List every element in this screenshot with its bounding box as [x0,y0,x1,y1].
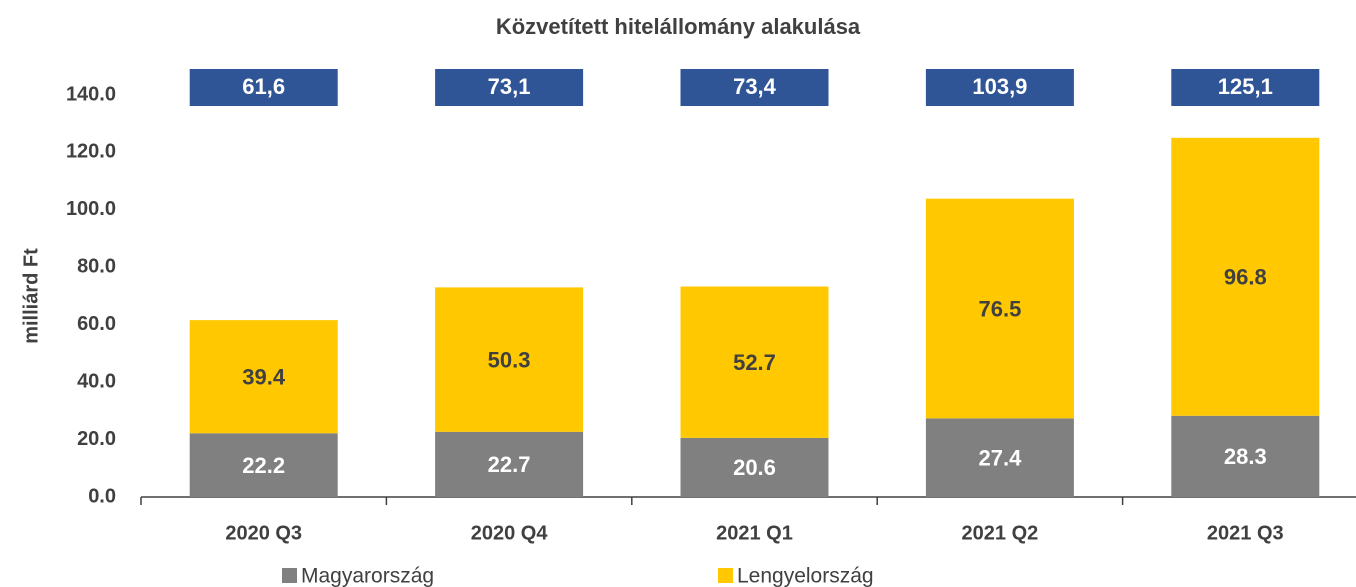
x-tick-label: 2020 Q3 [225,522,302,544]
y-tick-label: 100.0 [66,198,116,220]
total-box [1171,69,1320,106]
bar-segment [189,433,338,497]
bar-segment [925,418,1074,497]
data-label: 76.5 [978,296,1021,321]
bar-segment [925,198,1074,419]
total-box [925,69,1074,106]
y-tick-label: 80.0 [77,256,116,278]
legend-label: Lengyelország [737,565,874,587]
legend-swatch [282,568,297,583]
total-label: 125,1 [1218,74,1273,99]
data-label: 27.4 [978,445,1022,470]
y-tick-label: 60.0 [77,313,116,335]
y-tick-label: 40.0 [77,370,116,392]
bar-segment [435,287,584,432]
data-label: 96.8 [1224,265,1267,290]
bar-segment [680,437,829,497]
data-label: 28.3 [1224,444,1267,469]
legend-swatch [718,568,733,583]
y-tick-label: 20.0 [77,428,116,450]
bar-segment [435,431,584,497]
data-label: 52.7 [733,350,776,375]
chart-title: Közvetített hitelállomány alakulása [496,14,861,39]
total-box [680,69,829,106]
x-tick-label: 2021 Q1 [716,522,793,544]
legend-label: Magyarország [301,565,434,587]
total-label: 73,1 [488,74,531,99]
bar-segment [680,286,829,438]
y-tick-label: 120.0 [66,141,116,163]
bar-segment [189,320,338,434]
data-label: 22.2 [242,453,285,478]
data-label: 39.4 [242,364,286,389]
total-label: 103,9 [972,74,1027,99]
total-box [189,69,338,106]
y-axis-label: milliárd Ft [20,248,42,344]
data-label: 20.6 [733,455,776,480]
y-tick-label: 140.0 [66,83,116,105]
bar-segment [1171,137,1320,416]
x-tick-label: 2021 Q3 [1207,522,1284,544]
x-tick-label: 2020 Q4 [471,522,549,544]
total-label: 73,4 [733,74,777,99]
x-tick-label: 2021 Q2 [962,522,1039,544]
data-label: 50.3 [488,347,531,372]
bar-segment [1171,415,1320,497]
total-label: 61,6 [242,74,285,99]
y-tick-label: 0.0 [88,485,116,507]
data-label: 22.7 [488,452,531,477]
total-box [435,69,584,106]
